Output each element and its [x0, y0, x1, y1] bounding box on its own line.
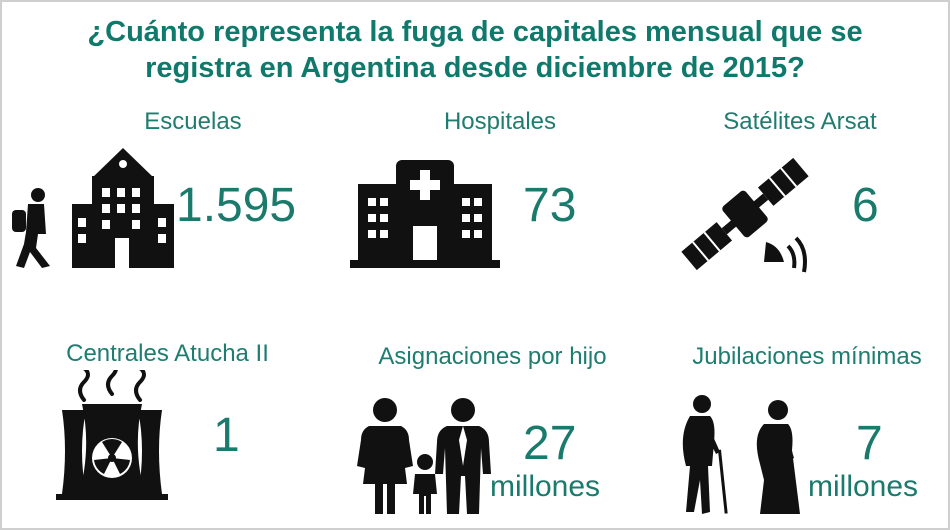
title-line-2: registra en Argentina desde diciembre de…: [145, 52, 805, 84]
jubilaciones-value: 7: [856, 417, 883, 470]
title-line-1: ¿Cuánto representa la fuga de capitales …: [87, 16, 863, 48]
escuelas-value: 1.595: [176, 179, 297, 232]
escuelas-label: Escuelas: [144, 108, 242, 135]
jubilaciones-unit: millones: [808, 470, 919, 503]
asignaciones-label: Asignaciones por hijo: [378, 343, 607, 370]
page-title: ¿Cuánto representa la fuga de capitales …: [0, 14, 950, 86]
asignaciones-unit: millones: [490, 470, 601, 503]
elderly-couple-icon: [682, 395, 800, 514]
jubilaciones-label: Jubilaciones mínimas: [692, 343, 922, 370]
atucha-label: Centrales Atucha II: [66, 340, 269, 367]
school-icon: [12, 148, 174, 268]
hospital-icon: [350, 160, 500, 268]
satelites-value: 6: [852, 179, 879, 232]
family-icon: [357, 398, 491, 514]
satelites-label: Satélites Arsat: [723, 108, 877, 135]
asignaciones-value: 27: [523, 417, 577, 470]
satellite-icon: [681, 157, 809, 273]
hospitales-label: Hospitales: [443, 108, 557, 135]
hospitales-value: 73: [523, 179, 577, 232]
atucha-value: 1: [213, 409, 240, 462]
nuclear-plant-icon: [56, 370, 168, 500]
